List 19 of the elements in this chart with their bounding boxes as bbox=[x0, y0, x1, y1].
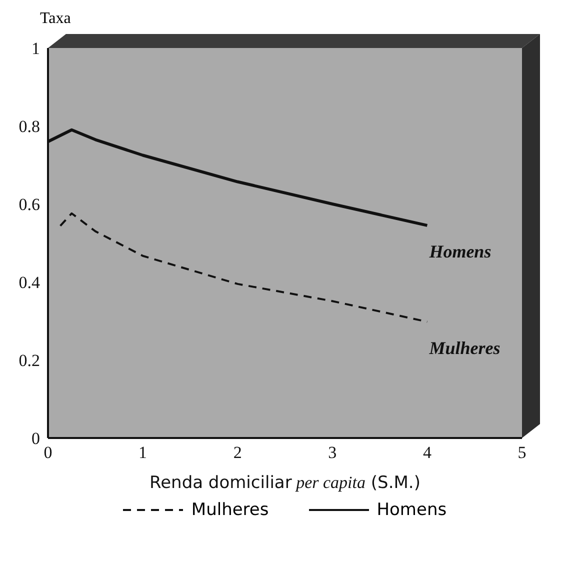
y-tick-label: 0.8 bbox=[18, 117, 40, 136]
text: Mulheres bbox=[429, 338, 500, 358]
legend-label: Homens bbox=[376, 500, 447, 520]
y-tick-label: 0.2 bbox=[18, 351, 40, 370]
x-axis-title: Renda domiciliar per capita (S.M.) bbox=[150, 473, 420, 493]
line-series bbox=[59, 212, 428, 323]
y-axis-title: Taxa bbox=[40, 10, 71, 28]
legend-label: Mulheres bbox=[190, 500, 269, 520]
text: Homens bbox=[429, 241, 492, 262]
y-tick-label: 0 bbox=[32, 429, 40, 448]
y-tick-label: 0.6 bbox=[18, 195, 40, 214]
x-tick-label: 1 bbox=[138, 443, 148, 462]
x-tick-label: 4 bbox=[422, 443, 432, 462]
x-tick-label: 2 bbox=[233, 443, 242, 462]
x-tick-label: 0 bbox=[44, 443, 52, 462]
y-tick-label: 1 bbox=[32, 39, 40, 58]
x-tick-label: 3 bbox=[328, 443, 337, 462]
y-tick-label: 0.4 bbox=[18, 273, 40, 292]
x-tick-label: 5 bbox=[518, 443, 526, 462]
